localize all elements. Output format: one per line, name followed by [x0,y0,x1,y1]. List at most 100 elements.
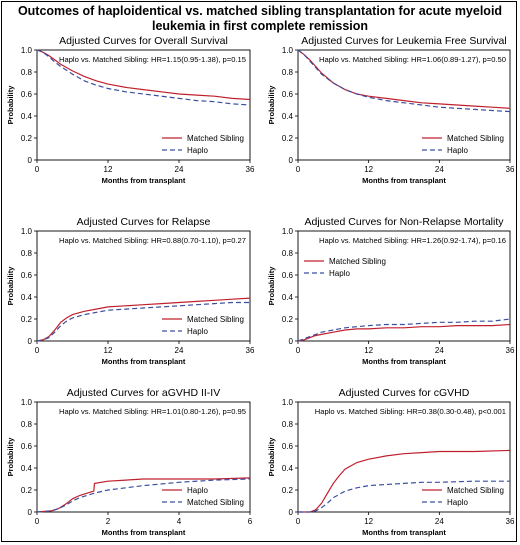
x-tick-label: 0 [35,165,40,174]
series-line-matched-sibling [36,478,251,513]
legend-label: Haplo [187,486,208,495]
chart-panel-4: Adjusted Curves for Non-Relapse Mortalit… [267,216,515,366]
y-tick-label: 0.2 [282,134,294,143]
y-axis-label: Probability [6,266,15,306]
y-tick-label: 0.6 [282,271,294,280]
y-axis-label: Probability [267,85,276,125]
y-axis-label: Probability [267,266,276,306]
y-tick-label: 1.0 [282,398,294,407]
x-tick-label: 36 [246,346,255,355]
y-tick-label: 0.2 [282,315,294,324]
plot-area [297,230,511,342]
chart-panel-3: Adjusted Curves for Relapse 0 0.2 0.4 0.6 0.8… [6,216,255,366]
series-line-matched-sibling [36,297,251,342]
y-tick-label: 0.2 [21,134,33,143]
chart-title: Adjusted Curves for Non-Relapse Mortalit… [305,216,505,228]
x-tick-label: 4 [177,517,182,526]
x-tick-label: 36 [506,517,515,526]
y-tick-label: 0.4 [282,112,294,121]
y-tick-label: 0.8 [282,68,294,77]
series-line-haplo [298,480,510,513]
x-tick-label: 0 [296,517,301,526]
chart-title: Adjusted Curves for Relapse [77,216,211,228]
x-axis-label: Months from transplant [362,357,446,366]
x-tick-label: 0 [35,346,40,355]
y-axis-label: Probability [6,437,15,477]
y-tick-label: 0.2 [282,486,294,495]
plot-area [36,401,251,513]
legend-label: Matched Sibling [187,315,244,324]
x-tick-label: 2 [106,517,111,526]
y-tick-label: 0.8 [21,420,33,429]
y-tick-label: 0 [289,508,294,517]
y-tick-label: 0 [289,337,294,346]
chart-panel-5: Adjusted Curves for aGVHD II-IV 0 0.2 0.4 0.… [6,387,253,537]
x-axis-label: Months from transplant [362,528,446,537]
plot-area [36,230,251,342]
hazard-ratio-annotation: Haplo vs. Matched Sibling: HR=1.26(0.92-… [319,236,506,245]
y-tick-label: 0.4 [21,464,33,473]
x-tick-label: 0 [296,165,301,174]
y-axis-label: Probability [6,85,15,125]
plot-area [297,401,511,513]
series-line-haplo [36,49,251,106]
x-tick-label: 24 [435,517,444,526]
legend-label: Matched Sibling [329,257,386,266]
hazard-ratio-annotation: Haplo vs. Matched Sibling: HR=1.01(0.80-… [59,407,246,416]
figure-title-line-2: leukemia in first complete remission [151,19,369,33]
y-tick-label: 1.0 [21,227,33,236]
hazard-ratio-annotation: Haplo vs. Matched Sibling: HR=0.38(0.30-… [315,407,506,416]
y-tick-label: 1.0 [282,227,294,236]
hazard-ratio-annotation: Haplo vs. Matched Sibling: HR=1.06(0.89-… [319,55,506,64]
x-tick-label: 36 [506,346,515,355]
chart-title: Adjusted Curves for Leukemia Free Surviv… [301,35,506,47]
y-tick-label: 0.6 [21,90,33,99]
x-axis-label: Months from transplant [102,357,186,366]
plot-area [36,49,251,161]
legend-label: Haplo [187,327,208,336]
figure-title: Outcomes of haploidentical vs. matched s… [0,4,520,34]
series-line-matched-sibling [297,49,511,109]
y-tick-label: 0.4 [282,293,294,302]
legend-label: Haplo [447,146,468,155]
series-line-matched-sibling [36,49,251,101]
series-line-matched-sibling [297,323,511,342]
hazard-ratio-annotation: Haplo vs. Matched Sibling: HR=0.88(0.70-… [59,236,246,245]
y-tick-label: 0.2 [21,486,33,495]
x-tick-label: 12 [104,165,113,174]
legend-label: Matched Sibling [187,498,244,507]
y-tick-label: 0.2 [21,315,33,324]
y-tick-label: 0 [28,337,33,346]
x-tick-label: 24 [175,346,184,355]
chart-panel-6: Adjusted Curves for cGVHD 0 0.2 0.4 0.6 0.8 1.… [267,387,515,537]
y-tick-label: 0.8 [21,68,33,77]
legend-label: Haplo [329,269,350,278]
y-tick-label: 0.8 [21,249,33,258]
x-axis-label: Months from transplant [102,528,186,537]
x-tick-label: 24 [435,165,444,174]
y-tick-label: 0.8 [282,249,294,258]
y-tick-label: 1.0 [282,46,294,55]
x-tick-label: 12 [364,517,373,526]
chart-panel-1: Adjusted Curves for Overall Survival 0 0.2… [6,35,255,185]
legend-label: Haplo [447,498,468,507]
x-tick-label: 24 [435,346,444,355]
y-tick-label: 0.8 [282,420,294,429]
legend-label: Matched Sibling [187,134,244,143]
legend-label: Matched Sibling [447,486,504,495]
y-tick-label: 0 [289,156,294,165]
y-tick-label: 0.4 [282,464,294,473]
x-tick-label: 12 [104,346,113,355]
x-axis-label: Months from transplant [102,176,186,185]
y-tick-label: 0 [28,156,33,165]
y-tick-label: 0.6 [21,442,33,451]
y-tick-label: 1.0 [21,46,33,55]
y-tick-label: 1.0 [21,398,33,407]
plot-area [297,49,511,161]
chart-title: Adjusted Curves for cGVHD [339,387,470,399]
y-tick-label: 0.6 [282,90,294,99]
legend-label: Haplo [187,146,208,155]
x-tick-label: 0 [296,346,301,355]
